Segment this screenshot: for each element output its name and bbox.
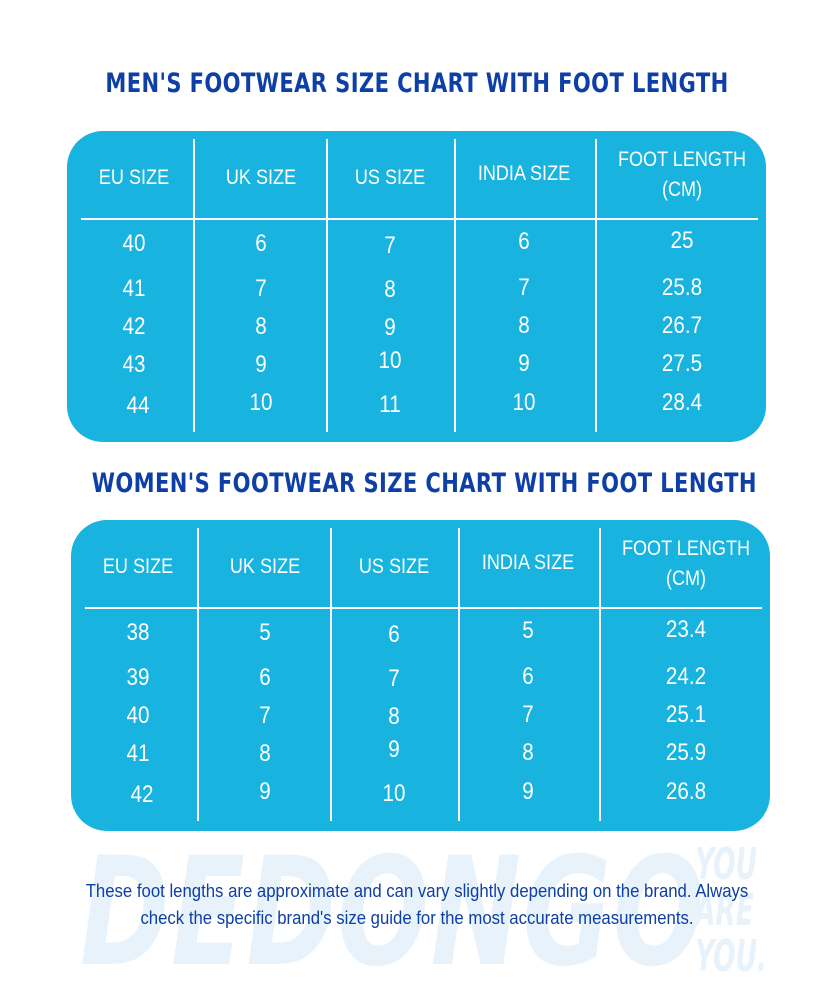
cell-foot-length: 23.4 xyxy=(665,616,707,643)
cell-foot-length: 26.8 xyxy=(665,778,707,805)
column-divider xyxy=(326,139,328,432)
header-india: INDIA SIZE xyxy=(477,162,571,185)
column-divider xyxy=(330,528,332,821)
mens-chart-title: MEN'S FOOTWEAR SIZE CHART WITH FOOT LENG… xyxy=(105,68,729,99)
cell-india: 6 xyxy=(522,663,534,690)
column-divider xyxy=(193,139,195,432)
cell-uk: 9 xyxy=(255,351,267,378)
cell-us: 9 xyxy=(388,736,400,763)
header-eu: EU SIZE xyxy=(102,555,174,578)
cell-foot-length: 25.1 xyxy=(665,701,707,728)
header-foot-length-line1: FOOT LENGTH xyxy=(617,148,747,171)
cell-india: 9 xyxy=(522,778,534,805)
header-divider xyxy=(81,218,758,220)
womens-chart-title: WOMEN'S FOOTWEAR SIZE CHART WITH FOOT LE… xyxy=(91,468,757,499)
cell-foot-length: 25.8 xyxy=(661,274,703,301)
cell-foot-length: 25 xyxy=(670,227,694,254)
cell-us: 8 xyxy=(384,276,396,303)
cell-uk: 7 xyxy=(259,702,271,729)
cell-uk: 5 xyxy=(259,619,271,646)
disclaimer-note: These foot lengths are approximate and c… xyxy=(85,881,749,928)
cell-us: 8 xyxy=(388,703,400,730)
watermark-brand-logo: DEDONGO xyxy=(80,826,706,1000)
header-eu: EU SIZE xyxy=(98,166,170,189)
cell-india: 8 xyxy=(518,312,530,339)
header-us: US SIZE xyxy=(354,166,426,189)
cell-uk: 8 xyxy=(255,313,267,340)
header-divider xyxy=(85,607,762,609)
cell-india: 7 xyxy=(518,274,530,301)
header-foot-length-line1: FOOT LENGTH xyxy=(621,537,751,560)
cell-uk: 9 xyxy=(259,778,271,805)
cell-us: 11 xyxy=(379,391,401,418)
cell-us: 9 xyxy=(384,314,396,341)
header-india: INDIA SIZE xyxy=(481,551,575,574)
column-divider xyxy=(454,139,456,432)
cell-uk: 6 xyxy=(255,230,267,257)
cell-uk: 7 xyxy=(255,275,267,302)
column-divider xyxy=(599,528,601,821)
cell-foot-length: 24.2 xyxy=(665,663,707,690)
cell-uk: 10 xyxy=(249,389,273,416)
cell-foot-length: 27.5 xyxy=(661,350,703,377)
cell-us: 7 xyxy=(388,665,400,692)
cell-india: 8 xyxy=(522,739,534,766)
cell-foot-length: 25.9 xyxy=(665,739,707,766)
cell-us: 10 xyxy=(378,347,402,374)
cell-eu: 42 xyxy=(122,313,146,340)
cell-eu: 41 xyxy=(122,275,146,302)
cell-uk: 8 xyxy=(259,740,271,767)
header-us: US SIZE xyxy=(358,555,430,578)
cell-uk: 6 xyxy=(259,664,271,691)
cell-india: 6 xyxy=(518,228,530,255)
header-foot-length: FOOT LENGTH (CM) xyxy=(613,534,759,594)
cell-india: 7 xyxy=(522,701,534,728)
cell-us: 7 xyxy=(384,232,396,259)
cell-india: 9 xyxy=(518,350,530,377)
cell-eu: 42 xyxy=(130,781,154,808)
header-foot-length: FOOT LENGTH (CM) xyxy=(609,145,755,205)
cell-foot-length: 26.7 xyxy=(661,312,703,339)
header-uk: UK SIZE xyxy=(225,166,297,189)
womens-size-table: EU SIZE UK SIZE US SIZE INDIA SIZE FOOT LENG… xyxy=(71,520,770,831)
column-divider xyxy=(197,528,199,821)
column-divider xyxy=(458,528,460,821)
cell-india: 5 xyxy=(522,617,534,644)
cell-india: 10 xyxy=(512,389,536,416)
cell-eu: 44 xyxy=(126,392,150,419)
cell-foot-length: 28.4 xyxy=(661,389,703,416)
cell-us: 6 xyxy=(388,621,400,648)
header-foot-length-unit: (CM) xyxy=(661,178,703,201)
cell-eu: 41 xyxy=(126,740,150,767)
cell-eu: 43 xyxy=(122,351,146,378)
cell-us: 10 xyxy=(382,780,406,807)
cell-eu: 40 xyxy=(122,230,146,257)
brand-watermark: DEDONGO YOU ARE YOU. xyxy=(80,838,770,988)
cell-eu: 38 xyxy=(126,619,150,646)
cell-eu: 39 xyxy=(126,664,150,691)
mens-size-table: EU SIZE UK SIZE US SIZE INDIA SIZE FOOT LENG… xyxy=(67,131,766,442)
column-divider xyxy=(595,139,597,432)
header-foot-length-unit: (CM) xyxy=(665,567,707,590)
cell-eu: 40 xyxy=(126,702,150,729)
header-uk: UK SIZE xyxy=(229,555,301,578)
